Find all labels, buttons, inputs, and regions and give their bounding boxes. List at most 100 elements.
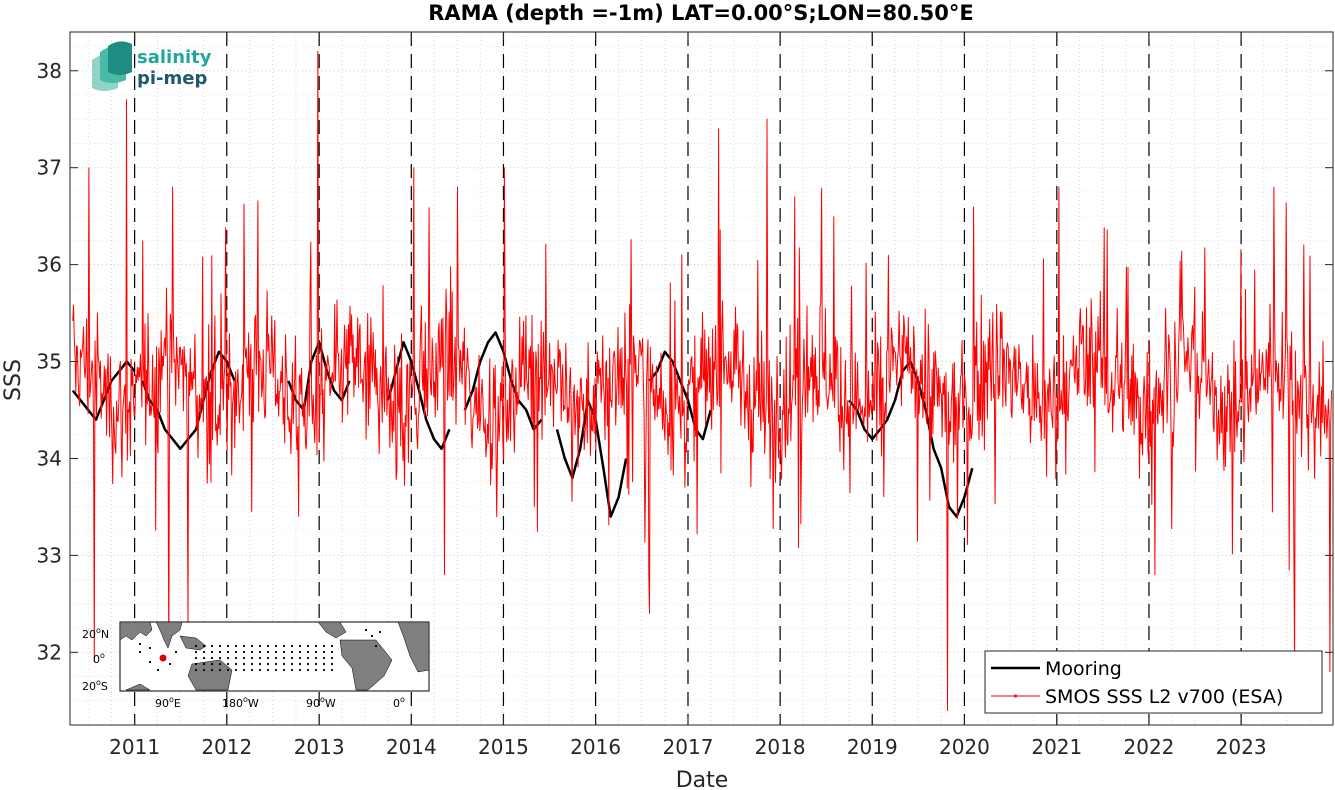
map-buoy-dot [202, 644, 206, 648]
legend-label-mooring: Mooring [1045, 658, 1122, 680]
map-land-shape [119, 621, 153, 641]
map-buoy-dot [168, 662, 172, 666]
y-axis-label: SSS [1, 359, 26, 401]
legend-label-smos: SMOS SSS L2 v700 (ESA) [1045, 686, 1283, 708]
x-tick-label: 2023 [1216, 735, 1267, 759]
map-buoy-dot [194, 644, 198, 648]
map-buoy-dot [202, 656, 206, 660]
map-buoy-dot [258, 656, 262, 660]
map-buoy-dot [138, 650, 142, 654]
map-buoy-dot [274, 650, 278, 654]
logo-text-salinity: salinity [137, 47, 212, 68]
map-buoy-dot [250, 650, 254, 654]
map-buoy-dot [226, 644, 230, 648]
map-buoy-dot [156, 668, 160, 672]
map-buoy-dot [138, 642, 142, 646]
map-buoy-dot [282, 662, 286, 666]
x-axis-label: Date [676, 768, 729, 790]
map-buoy-dot [194, 650, 198, 654]
map-buoy-dot [314, 662, 318, 666]
map-buoy-dot [330, 650, 334, 654]
map-lat-labels: 20oN 0o 20oS [82, 626, 109, 693]
x-tick-label: 2019 [847, 735, 898, 759]
lon-label-90w: 90oW [306, 695, 336, 710]
map-buoy-dot [250, 644, 254, 648]
plot-area [71, 50, 1332, 711]
lat-label-20n: 20oN [82, 626, 109, 641]
x-tick-label: 2016 [570, 735, 621, 759]
map-buoy-dot [148, 660, 152, 664]
x-tick-label: 2018 [755, 735, 806, 759]
salinity-pi-mep-logo: salinity pi-mep [92, 41, 212, 91]
map-buoy-dot [290, 650, 294, 654]
map-buoy-dot [210, 668, 214, 672]
map-buoy-dot [274, 644, 278, 648]
map-buoy-dot [290, 656, 294, 660]
map-buoy-dot [274, 668, 278, 672]
map-buoy-dot [250, 662, 254, 666]
map-buoy-dots [138, 628, 382, 672]
map-buoy-dot [266, 644, 270, 648]
lat-label-20s: 20oS [82, 678, 108, 693]
map-land-shape [317, 621, 347, 639]
map-buoy-dot [266, 662, 270, 666]
map-buoy-dot [274, 662, 278, 666]
map-buoy-dot [330, 656, 334, 660]
map-buoy-dot [202, 668, 206, 672]
map-buoy-dot [218, 650, 222, 654]
y-tick-label: 35 [37, 350, 62, 374]
map-buoy-dot [322, 650, 326, 654]
map-buoy-dot [298, 644, 302, 648]
chart-title: RAMA (depth =-1m) LAT=0.00°S;LON=80.50°E [428, 1, 974, 25]
map-buoy-dot [194, 662, 198, 666]
map-buoy-dot [282, 668, 286, 672]
map-buoy-dot [258, 644, 262, 648]
map-buoy-dot [242, 650, 246, 654]
map-buoy-dot [218, 656, 222, 660]
wave-logo-icon [92, 41, 132, 91]
map-land-shape [187, 659, 233, 691]
map-buoy-dot [250, 656, 254, 660]
map-buoy-dot [258, 662, 262, 666]
map-buoy-dot [148, 646, 152, 650]
map-buoy-dot [370, 634, 374, 638]
axes-frame [69, 31, 1334, 726]
y-tick-label: 32 [37, 640, 62, 664]
legend: Mooring SMOS SSS L2 v700 (ESA) [984, 650, 1323, 714]
map-buoy-dot [242, 644, 246, 648]
map-buoy-dot [202, 650, 206, 654]
map-land [119, 621, 430, 691]
map-buoy-dot [298, 662, 302, 666]
x-tick-label: 2013 [294, 735, 345, 759]
map-lon-labels: 90oE 180oW 90oW 0o [155, 695, 405, 710]
map-buoy-dot [242, 662, 246, 666]
lat-label-0: 0o [93, 651, 105, 666]
map-buoy-dot [314, 656, 318, 660]
year-divider-lines [134, 32, 1242, 725]
map-buoy-dot [322, 644, 326, 648]
map-land-shape [397, 621, 430, 673]
map-buoy-dot [314, 668, 318, 672]
x-tick-label: 2021 [1031, 735, 1082, 759]
map-buoy-dot [210, 656, 214, 660]
map-buoy-dot [306, 644, 310, 648]
mooring-series-line [287, 340, 351, 412]
logo-text-pi-mep: pi-mep [137, 68, 207, 89]
map-buoy-dot [250, 668, 254, 672]
map-buoy-dot [202, 662, 206, 666]
map-buoy-dot [258, 668, 262, 672]
mooring-series-line [71, 360, 136, 421]
map-buoy-dot [330, 662, 334, 666]
map-land-shape [155, 621, 183, 649]
axis-ticks: 32 33 34 35 36 37 38 2011 2012 2013 2014 2015 2016 20… [37, 32, 1333, 759]
map-land-shape [339, 639, 393, 691]
map-buoy-dot [194, 668, 198, 672]
map-buoy-dot [330, 668, 334, 672]
y-tick-label: 34 [37, 446, 62, 470]
x-tick-label: 2012 [201, 735, 252, 759]
map-buoy-dot [226, 650, 230, 654]
map-buoy-dot [234, 662, 238, 666]
map-buoy-dot [374, 644, 378, 648]
map-buoy-dot [298, 668, 302, 672]
